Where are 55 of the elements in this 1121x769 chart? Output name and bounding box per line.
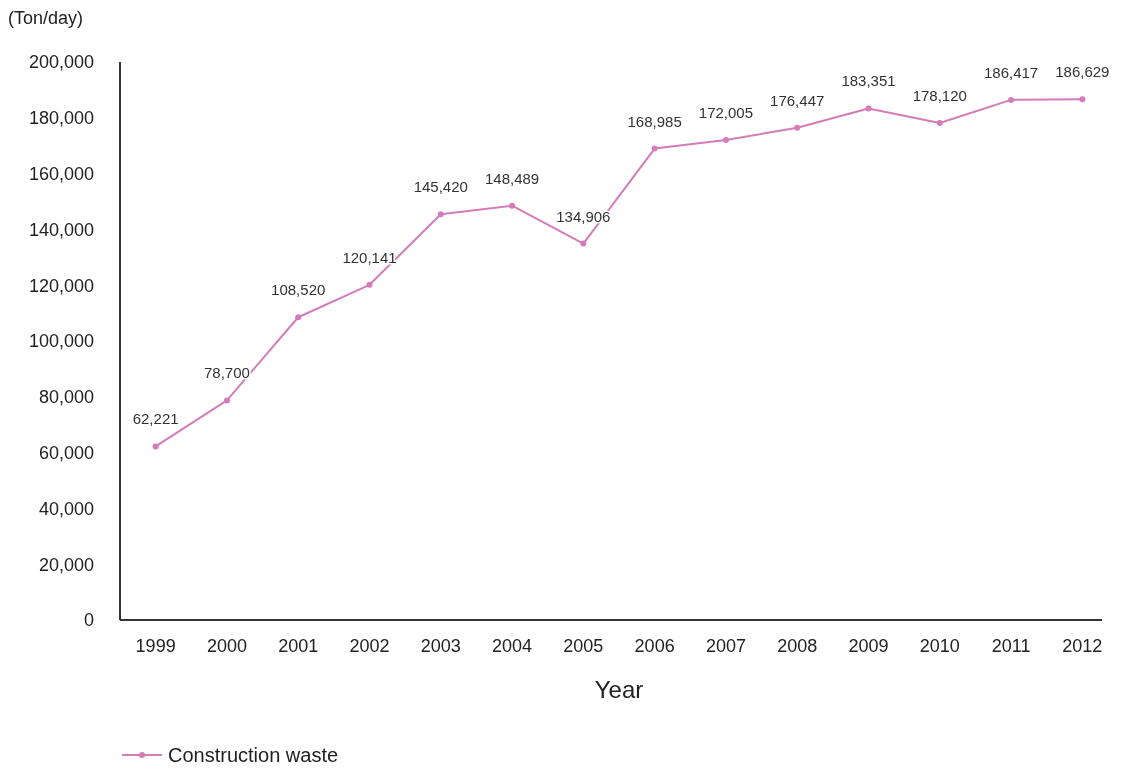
y-tick-label: 160,000: [28, 163, 94, 184]
data-label: 148,489: [484, 169, 540, 187]
data-label: 108,520: [271, 281, 326, 299]
y-tick-label: 40,000: [38, 498, 94, 519]
data-label: 183,351: [841, 72, 896, 90]
point: [223, 397, 230, 404]
point: [722, 137, 729, 144]
x-tick-label: 2004: [492, 636, 533, 656]
data-label: 178,120: [912, 87, 967, 105]
data-label: 145,420: [413, 178, 468, 196]
point: [1079, 96, 1086, 103]
point: [936, 120, 943, 127]
x-tick-label: 1999: [135, 636, 176, 656]
y-tick-label: 100,000: [28, 331, 94, 352]
x-tick-label: 2012: [1062, 636, 1103, 656]
point: [366, 281, 373, 288]
data-label: 168,985: [627, 112, 682, 130]
y-tick-label: 0: [83, 610, 94, 631]
data-label: 176,447: [770, 91, 825, 109]
x-axis-title: Year: [594, 676, 644, 703]
y-tick-label: 20,000: [38, 554, 94, 575]
x-tick-label: 2001: [278, 636, 319, 656]
data-label: 186,629: [1055, 63, 1110, 81]
x-tick-label: 2008: [777, 636, 818, 656]
x-tick-label: 2011: [991, 636, 1031, 656]
y-tick-label: 60,000: [38, 442, 94, 463]
point: [152, 443, 159, 450]
y-axis-title: (Ton/day): [8, 8, 84, 28]
point: [580, 240, 587, 247]
data-label: 186,417: [983, 63, 1039, 81]
point: [509, 202, 516, 209]
y-tick-label: 120,000: [28, 275, 94, 296]
x-tick-label: 2007: [705, 636, 746, 656]
data-label: 62,221: [132, 410, 179, 428]
point: [1008, 96, 1015, 103]
x-tick-label: 2005: [563, 636, 604, 656]
y-tick-label: 80,000: [38, 387, 94, 408]
data-label: 172,005: [698, 104, 754, 122]
x-tick-label: 2006: [634, 636, 675, 656]
y-tick-label: 140,000: [28, 219, 94, 240]
data-label: 120,141: [342, 248, 397, 266]
legend-label: Construction waste: [168, 744, 339, 766]
x-tick-label: 2000: [206, 636, 247, 656]
x-tick-label: 2002: [349, 636, 390, 656]
point: [295, 314, 302, 321]
point: [865, 105, 872, 112]
point: [794, 124, 801, 131]
x-tick-label: 2003: [420, 636, 461, 656]
point: [651, 145, 658, 152]
point: [437, 211, 444, 218]
data-label: 78,700: [203, 364, 250, 382]
x-tick-label: 2009: [848, 636, 889, 656]
y-tick-label: 180,000: [28, 108, 94, 129]
y-tick-label: 200,000: [28, 52, 94, 73]
x-tick-label: 2010: [919, 636, 960, 656]
